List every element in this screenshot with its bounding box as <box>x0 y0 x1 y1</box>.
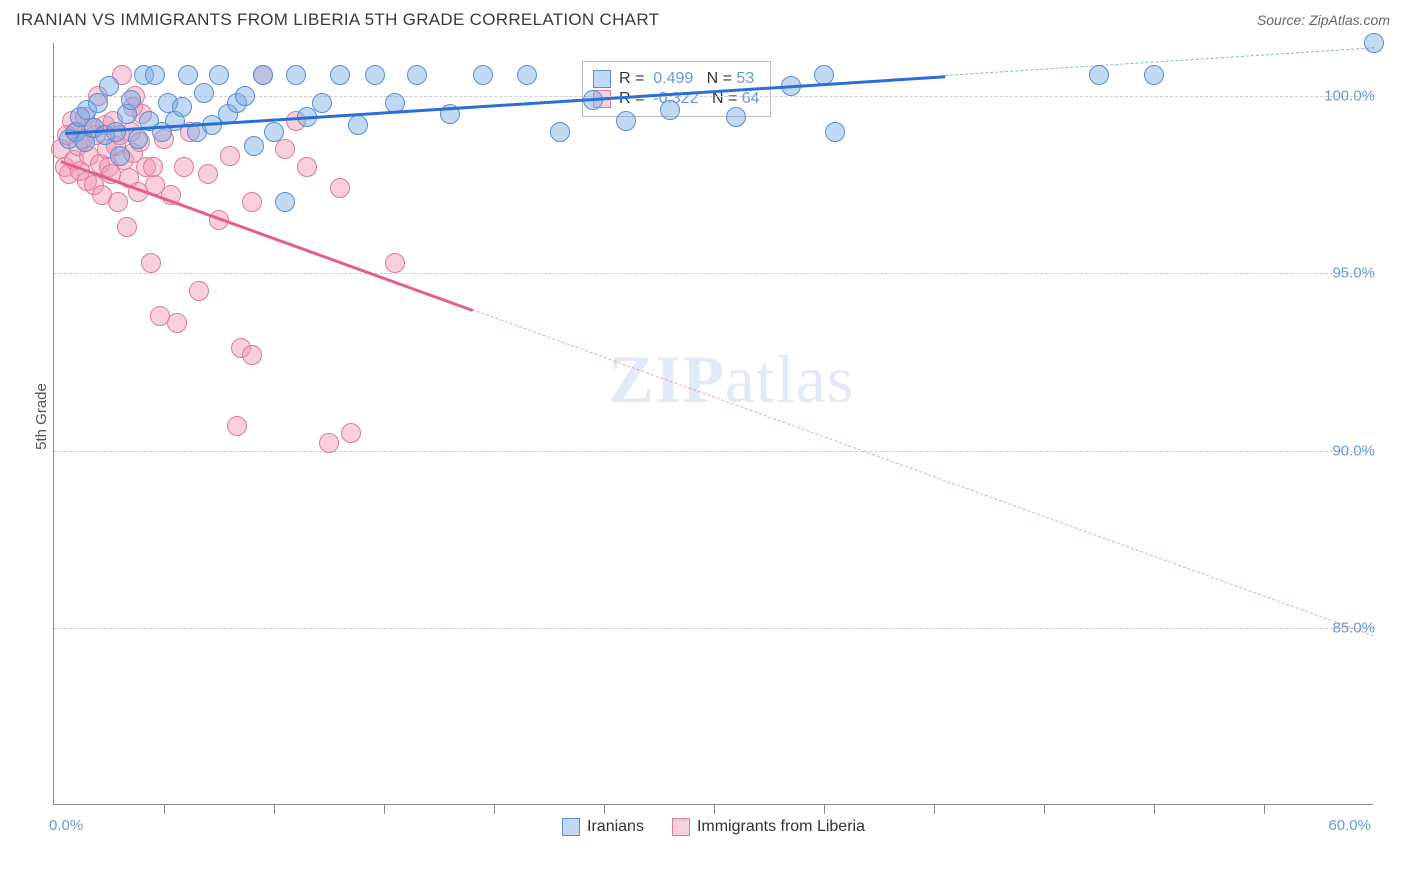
chart-header: IRANIAN VS IMMIGRANTS FROM LIBERIA 5TH G… <box>0 0 1406 38</box>
data-point-iranians <box>128 129 148 149</box>
data-point-iranians <box>1089 65 1109 85</box>
gridline <box>54 628 1373 629</box>
data-point-iranians <box>616 111 636 131</box>
data-point-liberia <box>341 423 361 443</box>
data-point-iranians <box>660 100 680 120</box>
data-point-iranians <box>550 122 570 142</box>
x-tick <box>824 804 825 814</box>
data-point-iranians <box>194 83 214 103</box>
chart-area: 5th Grade ZIPatlas R = 0.499 N = 53R = -… <box>13 38 1393 868</box>
data-point-liberia <box>275 139 295 159</box>
legend-swatch <box>672 818 690 836</box>
data-point-iranians <box>1364 33 1384 53</box>
x-tick <box>714 804 715 814</box>
data-point-iranians <box>145 65 165 85</box>
data-point-iranians <box>330 65 350 85</box>
legend-item-iranians: Iranians <box>562 818 644 836</box>
legend-item-liberia: Immigrants from Liberia <box>672 818 865 836</box>
data-point-liberia <box>330 178 350 198</box>
x-tick <box>604 804 605 814</box>
trend-extension-liberia <box>472 309 1374 636</box>
legend-label: Iranians <box>587 818 644 836</box>
data-point-iranians <box>1144 65 1164 85</box>
x-tick <box>1264 804 1265 814</box>
x-tick <box>934 804 935 814</box>
data-point-iranians <box>365 65 385 85</box>
y-tick-label: 100.0% <box>1324 88 1375 105</box>
data-point-liberia <box>297 157 317 177</box>
data-point-iranians <box>726 107 746 127</box>
data-point-iranians <box>312 93 332 113</box>
watermark-light: atlas <box>725 341 855 417</box>
data-point-iranians <box>121 90 141 110</box>
y-tick-label: 90.0% <box>1332 442 1375 459</box>
data-point-iranians <box>99 76 119 96</box>
source-attribution: Source: ZipAtlas.com <box>1257 12 1390 28</box>
data-point-iranians <box>286 65 306 85</box>
data-point-iranians <box>473 65 493 85</box>
data-point-liberia <box>220 146 240 166</box>
data-point-iranians <box>88 93 108 113</box>
data-point-liberia <box>167 313 187 333</box>
data-point-liberia <box>174 157 194 177</box>
data-point-liberia <box>319 433 339 453</box>
data-point-iranians <box>209 65 229 85</box>
x-tick <box>1154 804 1155 814</box>
legend-swatch-iranians <box>593 70 611 88</box>
data-point-iranians <box>348 115 368 135</box>
data-point-liberia <box>242 192 262 212</box>
data-point-liberia <box>143 157 163 177</box>
data-point-iranians <box>517 65 537 85</box>
data-point-liberia <box>227 416 247 436</box>
x-tick <box>1044 804 1045 814</box>
x-tick-label: 60.0% <box>1328 817 1371 834</box>
data-point-liberia <box>117 217 137 237</box>
data-point-iranians <box>235 86 255 106</box>
x-tick <box>164 804 165 814</box>
data-point-liberia <box>198 164 218 184</box>
chart-title: IRANIAN VS IMMIGRANTS FROM LIBERIA 5TH G… <box>16 10 659 30</box>
data-point-liberia <box>189 281 209 301</box>
x-tick-label: 0.0% <box>49 817 83 834</box>
data-point-liberia <box>108 192 128 212</box>
gridline <box>54 273 1373 274</box>
data-point-iranians <box>264 122 284 142</box>
data-point-liberia <box>385 253 405 273</box>
data-point-iranians <box>244 136 264 156</box>
stats-row-iranians: R = 0.499 N = 53 <box>593 70 760 88</box>
x-tick <box>494 804 495 814</box>
legend-label: Immigrants from Liberia <box>697 818 865 836</box>
gridline <box>54 451 1373 452</box>
stats-text-iranians: R = 0.499 N = 53 <box>619 70 754 88</box>
scatter-plot: ZIPatlas R = 0.499 N = 53R = -0.322 N = … <box>53 43 1373 805</box>
legend-swatch <box>562 818 580 836</box>
y-axis-label: 5th Grade <box>33 383 50 450</box>
series-legend: Iranians Immigrants from Liberia <box>54 818 1373 836</box>
data-point-iranians <box>407 65 427 85</box>
data-point-iranians <box>275 192 295 212</box>
x-tick <box>384 804 385 814</box>
data-point-liberia <box>141 253 161 273</box>
data-point-liberia <box>242 345 262 365</box>
y-tick-label: 95.0% <box>1332 265 1375 282</box>
x-tick <box>274 804 275 814</box>
data-point-iranians <box>825 122 845 142</box>
data-point-iranians <box>253 65 273 85</box>
watermark: ZIPatlas <box>608 340 854 419</box>
data-point-iranians <box>178 65 198 85</box>
data-point-iranians <box>172 97 192 117</box>
data-point-iranians <box>110 146 130 166</box>
